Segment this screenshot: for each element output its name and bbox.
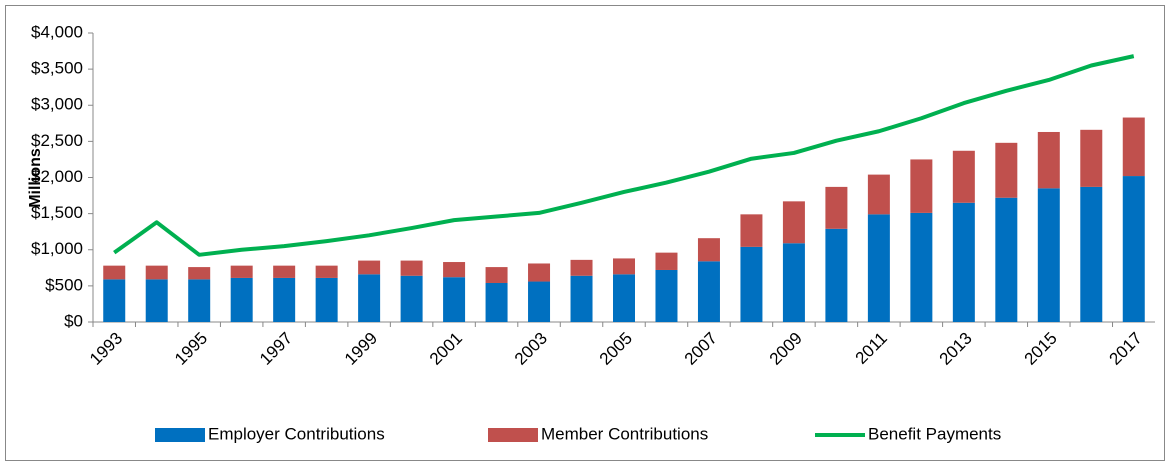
bar bbox=[528, 281, 551, 322]
bar bbox=[1037, 131, 1060, 189]
bar bbox=[315, 277, 338, 322]
bar bbox=[1080, 186, 1103, 322]
bar bbox=[528, 263, 551, 282]
legend-label: Benefit Payments bbox=[868, 424, 1001, 443]
bar bbox=[782, 243, 805, 322]
bar bbox=[995, 197, 1018, 322]
y-tick-label: $1,000 bbox=[31, 239, 83, 258]
legend-swatch bbox=[155, 428, 205, 442]
bar bbox=[485, 267, 508, 283]
bar bbox=[1080, 129, 1103, 187]
y-tick-label: $2,000 bbox=[31, 167, 83, 186]
y-tick-label: $3,000 bbox=[31, 95, 83, 114]
bar bbox=[740, 246, 763, 322]
y-tick-label: $1,500 bbox=[31, 203, 83, 222]
bar bbox=[910, 212, 933, 322]
bar bbox=[570, 259, 593, 276]
bar bbox=[952, 202, 975, 322]
bar bbox=[1122, 176, 1145, 322]
bar bbox=[443, 262, 466, 278]
y-tick-label: $4,000 bbox=[31, 22, 83, 41]
bar bbox=[952, 150, 975, 203]
legend-swatch bbox=[488, 428, 538, 442]
y-tick-label: $3,500 bbox=[31, 59, 83, 78]
legend-label: Employer Contributions bbox=[208, 424, 385, 443]
bar bbox=[1037, 188, 1060, 322]
bar bbox=[1122, 117, 1145, 177]
bar bbox=[613, 274, 635, 322]
y-tick-label: $0 bbox=[64, 311, 83, 330]
bar bbox=[358, 260, 381, 275]
bar bbox=[145, 279, 168, 322]
bar bbox=[273, 265, 296, 278]
legend-label: Member Contributions bbox=[541, 424, 708, 443]
bar bbox=[103, 279, 126, 322]
bar bbox=[697, 261, 720, 322]
bar bbox=[655, 252, 678, 270]
bar bbox=[443, 277, 466, 322]
bar bbox=[910, 159, 933, 213]
y-tick-label: $2,500 bbox=[31, 131, 83, 150]
bar bbox=[867, 174, 890, 215]
bar bbox=[188, 279, 211, 322]
bar bbox=[358, 274, 381, 322]
y-axis-label: Millions bbox=[27, 148, 44, 208]
bar bbox=[188, 267, 211, 280]
bar bbox=[782, 201, 805, 244]
bar bbox=[400, 260, 423, 276]
bar bbox=[995, 142, 1018, 198]
bar bbox=[230, 265, 253, 278]
bar bbox=[740, 214, 763, 247]
bar bbox=[867, 214, 890, 322]
bar bbox=[315, 265, 338, 278]
bar bbox=[613, 258, 635, 275]
chart-border bbox=[5, 5, 1165, 461]
bar bbox=[485, 282, 508, 322]
bar bbox=[825, 228, 848, 322]
bar bbox=[273, 277, 296, 322]
y-tick-label: $500 bbox=[45, 275, 83, 294]
bar bbox=[103, 265, 126, 280]
bar bbox=[825, 186, 848, 229]
bar bbox=[697, 238, 720, 262]
bar bbox=[400, 275, 423, 322]
line bbox=[113, 54, 1135, 257]
bar bbox=[570, 275, 593, 322]
bar bbox=[145, 265, 168, 280]
bar bbox=[230, 277, 253, 322]
bar bbox=[655, 269, 678, 322]
